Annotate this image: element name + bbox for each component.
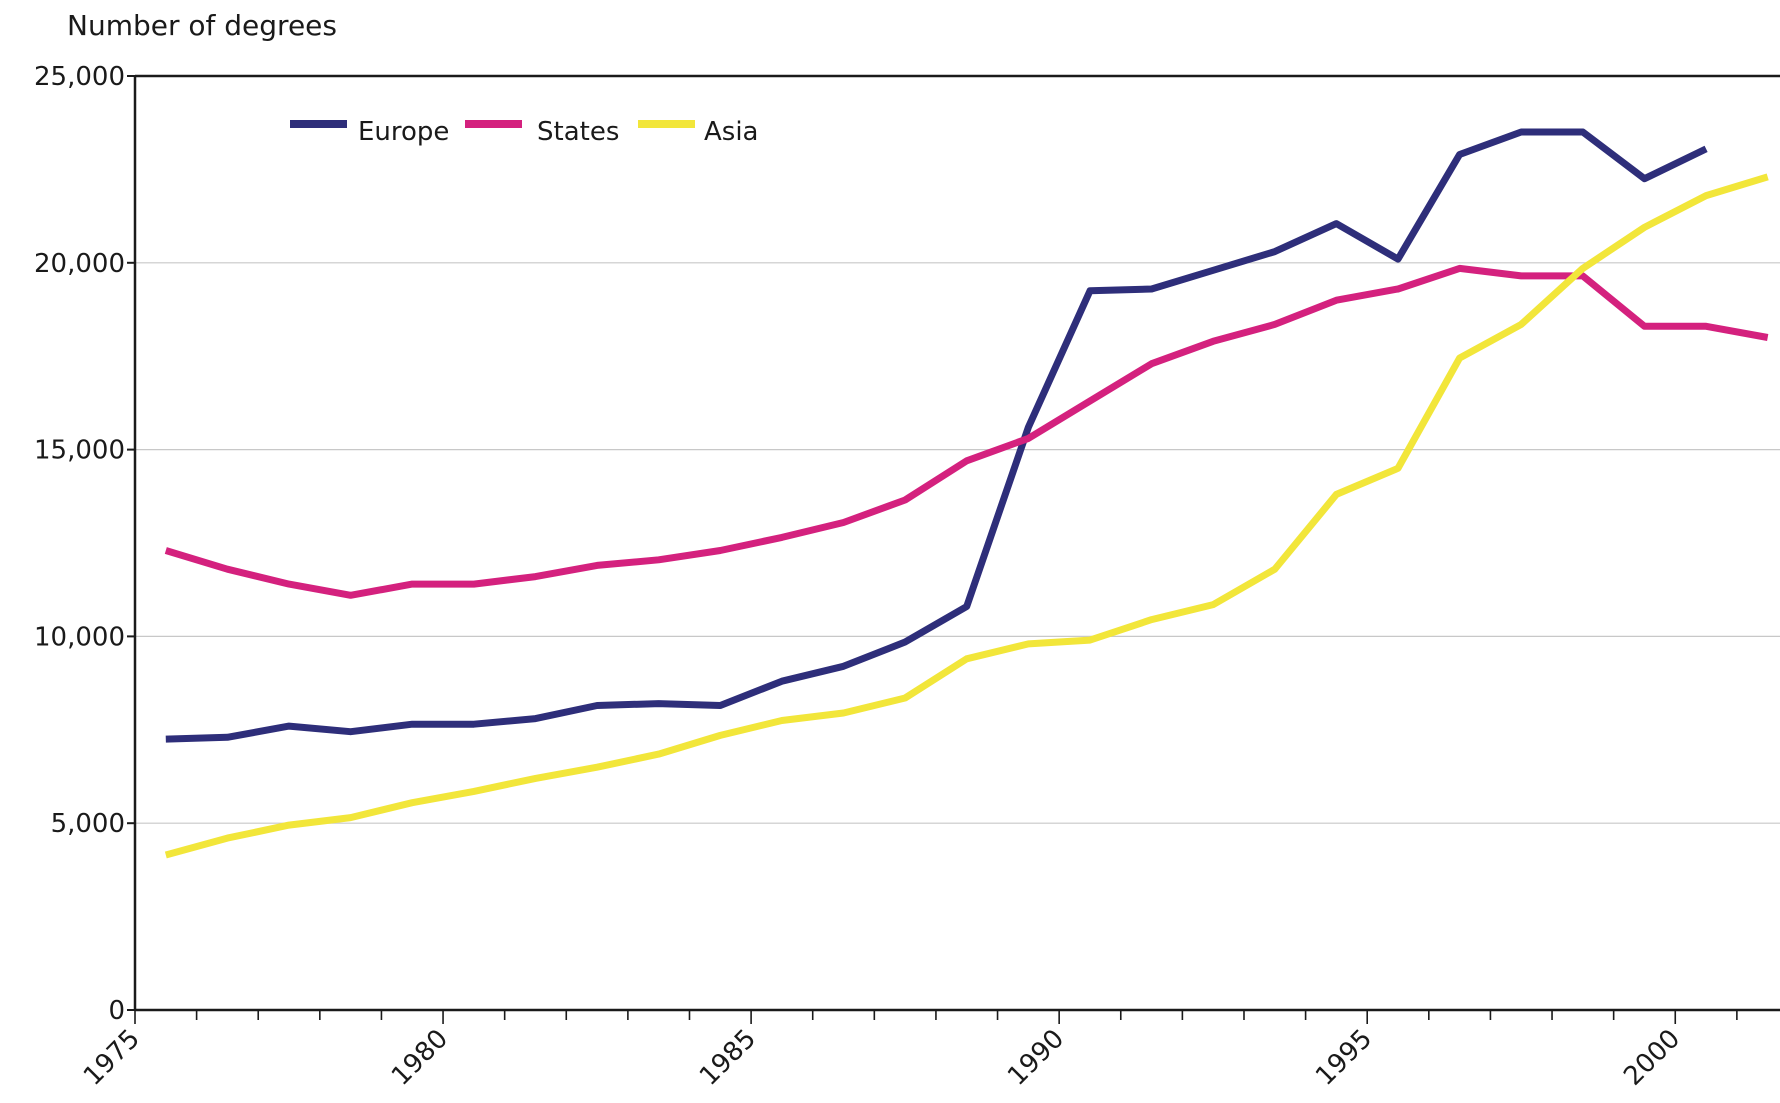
legend-label-europe: Europe bbox=[358, 117, 449, 147]
x-tick-label: 1990 bbox=[1002, 1024, 1070, 1092]
series-line-asia bbox=[164, 173, 1769, 859]
series-lines bbox=[164, 128, 1769, 859]
x-tick-label: 1980 bbox=[386, 1024, 454, 1092]
y-tick-label: 0 bbox=[108, 996, 125, 1026]
y-tick-labels: 0 5,000 10,000 15,000 20,000 25,000 bbox=[34, 62, 125, 1026]
series-line-europe bbox=[165, 128, 1708, 743]
y-tick-label: 15,000 bbox=[34, 436, 125, 466]
legend-label-asia: Asia bbox=[704, 117, 759, 147]
y-tick-label: 25,000 bbox=[34, 62, 125, 92]
legend: Europe States Asia bbox=[290, 117, 759, 147]
legend-label-states: States bbox=[537, 117, 619, 147]
y-tick-label: 5,000 bbox=[51, 809, 125, 839]
gridlines bbox=[127, 75, 1780, 1024]
x-tick-label: 1975 bbox=[78, 1024, 146, 1092]
y-tick-label: 10,000 bbox=[34, 622, 125, 652]
x-tick-labels: 1975 1980 1985 1990 1995 2000 bbox=[78, 1024, 1686, 1092]
series-line-states bbox=[164, 264, 1769, 599]
axes bbox=[133, 74, 1780, 1012]
y-tick-label: 20,000 bbox=[34, 249, 125, 279]
x-tick-label: 1985 bbox=[694, 1024, 762, 1092]
x-tick-label: 1995 bbox=[1310, 1024, 1378, 1092]
y-axis-title: Number of degrees bbox=[67, 9, 337, 42]
x-tick-label: 2000 bbox=[1618, 1024, 1686, 1092]
